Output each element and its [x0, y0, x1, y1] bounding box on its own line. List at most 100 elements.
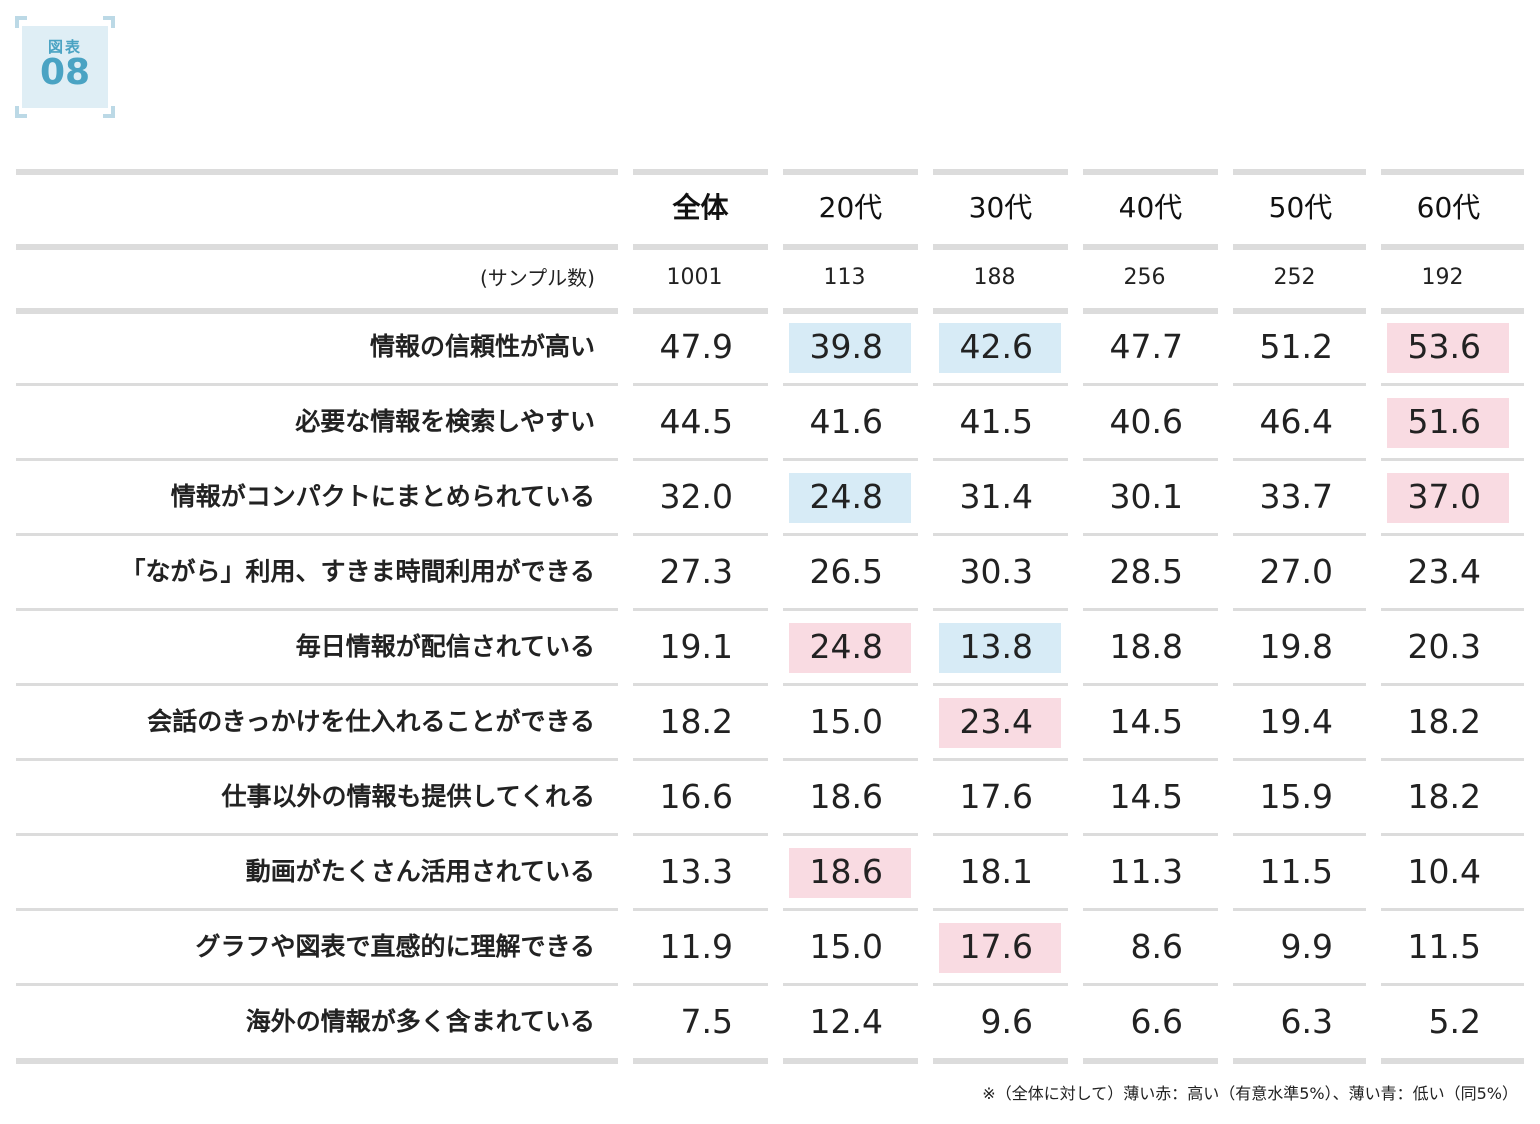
highlight-high: [789, 848, 911, 898]
header-bottom-rule: [16, 244, 618, 250]
row-label: 会話のきっかけを仕入れることができる: [147, 707, 595, 736]
row-label: 仕事以外の情報も提供してくれる: [221, 782, 595, 811]
row-divider: [783, 908, 918, 911]
row-divider: [16, 533, 618, 536]
figure-label: 図表: [47, 38, 82, 56]
row-divider: [1381, 683, 1524, 686]
table-cell: 24.8: [809, 477, 883, 516]
row-divider: [633, 908, 768, 911]
highlight-high: [939, 923, 1061, 973]
table-cell: 11.9: [659, 927, 733, 966]
row-divider: [933, 608, 1068, 611]
table-cell: 15.9: [1259, 777, 1333, 816]
row-divider: [1083, 983, 1218, 986]
sample-bottom-rule: [1381, 308, 1524, 314]
row-label: 情報がコンパクトにまとめられている: [170, 482, 595, 511]
row-divider: [783, 683, 918, 686]
figure-badge: 図表 08: [15, 16, 115, 118]
table-cell: 39.8: [809, 327, 883, 366]
row-divider: [16, 983, 618, 986]
highlight-low: [939, 323, 1061, 373]
sample-size: 252: [1273, 265, 1316, 290]
header-bottom-rule: [1233, 244, 1366, 250]
row-divider: [1083, 533, 1218, 536]
row-divider: [933, 383, 1068, 386]
row-divider: [1233, 983, 1366, 986]
row-divider: [1381, 458, 1524, 461]
table-cell: 53.6: [1407, 327, 1481, 366]
table-cell: 17.6: [959, 927, 1033, 966]
header-bottom-rule: [1083, 244, 1218, 250]
sample-bottom-rule: [633, 308, 768, 314]
row-divider: [1233, 608, 1366, 611]
table-cell: 5.2: [1428, 1002, 1481, 1041]
row-label: 動画がたくさん活用されている: [245, 857, 595, 886]
sample-size: 188: [973, 265, 1016, 290]
table-bottom-rule: [16, 1058, 618, 1064]
header-bottom-rule: [633, 244, 768, 250]
sample-bottom-rule: [783, 308, 918, 314]
table-cell: 18.2: [1407, 777, 1481, 816]
table-cell: 19.8: [1259, 627, 1333, 666]
row-label: 情報の信頼性が高い: [369, 332, 595, 361]
row-divider: [783, 533, 918, 536]
table-cell: 40.6: [1109, 402, 1183, 441]
row-divider: [933, 533, 1068, 536]
table-cell: 12.4: [809, 1002, 883, 1041]
table-cell: 6.3: [1280, 1002, 1333, 1041]
row-label: 「ながら」利用、すきま時間利用ができる: [120, 557, 595, 586]
table-cell: 15.0: [809, 702, 883, 741]
column-header: 50代: [1268, 191, 1333, 224]
row-divider: [16, 758, 618, 761]
row-label: 必要な情報を検索しやすい: [295, 407, 595, 436]
row-divider: [1083, 833, 1218, 836]
row-divider: [633, 833, 768, 836]
figure-number: 08: [39, 52, 91, 93]
row-divider: [1381, 758, 1524, 761]
table-cell: 30.1: [1109, 477, 1183, 516]
column-header: 30代: [968, 191, 1033, 224]
row-divider: [783, 458, 918, 461]
table-cell: 51.2: [1259, 327, 1333, 366]
row-divider: [933, 683, 1068, 686]
row-divider: [783, 758, 918, 761]
highlight-high: [789, 623, 911, 673]
highlight-high: [1387, 398, 1509, 448]
row-divider: [1083, 608, 1218, 611]
table-bottom-rule: [1083, 1058, 1218, 1064]
row-divider: [633, 383, 768, 386]
row-divider: [933, 458, 1068, 461]
sample-size: 192: [1421, 265, 1464, 290]
table-cell: 18.2: [659, 702, 733, 741]
table-bottom-rule: [1381, 1058, 1524, 1064]
column-header: 60代: [1416, 191, 1481, 224]
column-header: 40代: [1118, 191, 1183, 224]
sample-size-label: (サンプル数): [479, 266, 595, 290]
table-cell: 11.5: [1407, 927, 1481, 966]
table-cell: 9.9: [1280, 927, 1333, 966]
table-cell: 47.9: [659, 327, 733, 366]
row-divider: [1083, 458, 1218, 461]
table-cell: 27.3: [659, 552, 733, 591]
row-label: グラフや図表で直感的に理解できる: [195, 932, 595, 961]
row-divider: [16, 608, 618, 611]
row-divider: [1233, 533, 1366, 536]
highlight-high: [1387, 473, 1509, 523]
table-cell: 24.8: [809, 627, 883, 666]
table-cell: 8.6: [1130, 927, 1183, 966]
table-cell: 23.4: [1407, 552, 1481, 591]
table-cell: 26.5: [809, 552, 883, 591]
highlight-high: [939, 698, 1061, 748]
row-divider: [1233, 683, 1366, 686]
table-cell: 18.1: [959, 852, 1033, 891]
row-divider: [633, 758, 768, 761]
row-divider: [1381, 533, 1524, 536]
row-divider: [1083, 758, 1218, 761]
table-cell: 11.5: [1259, 852, 1333, 891]
table-cell: 27.0: [1259, 552, 1333, 591]
table-cell: 19.4: [1259, 702, 1333, 741]
table-cell: 41.5: [959, 402, 1033, 441]
row-divider: [1233, 758, 1366, 761]
table-cell: 33.7: [1259, 477, 1333, 516]
row-divider: [1233, 908, 1366, 911]
